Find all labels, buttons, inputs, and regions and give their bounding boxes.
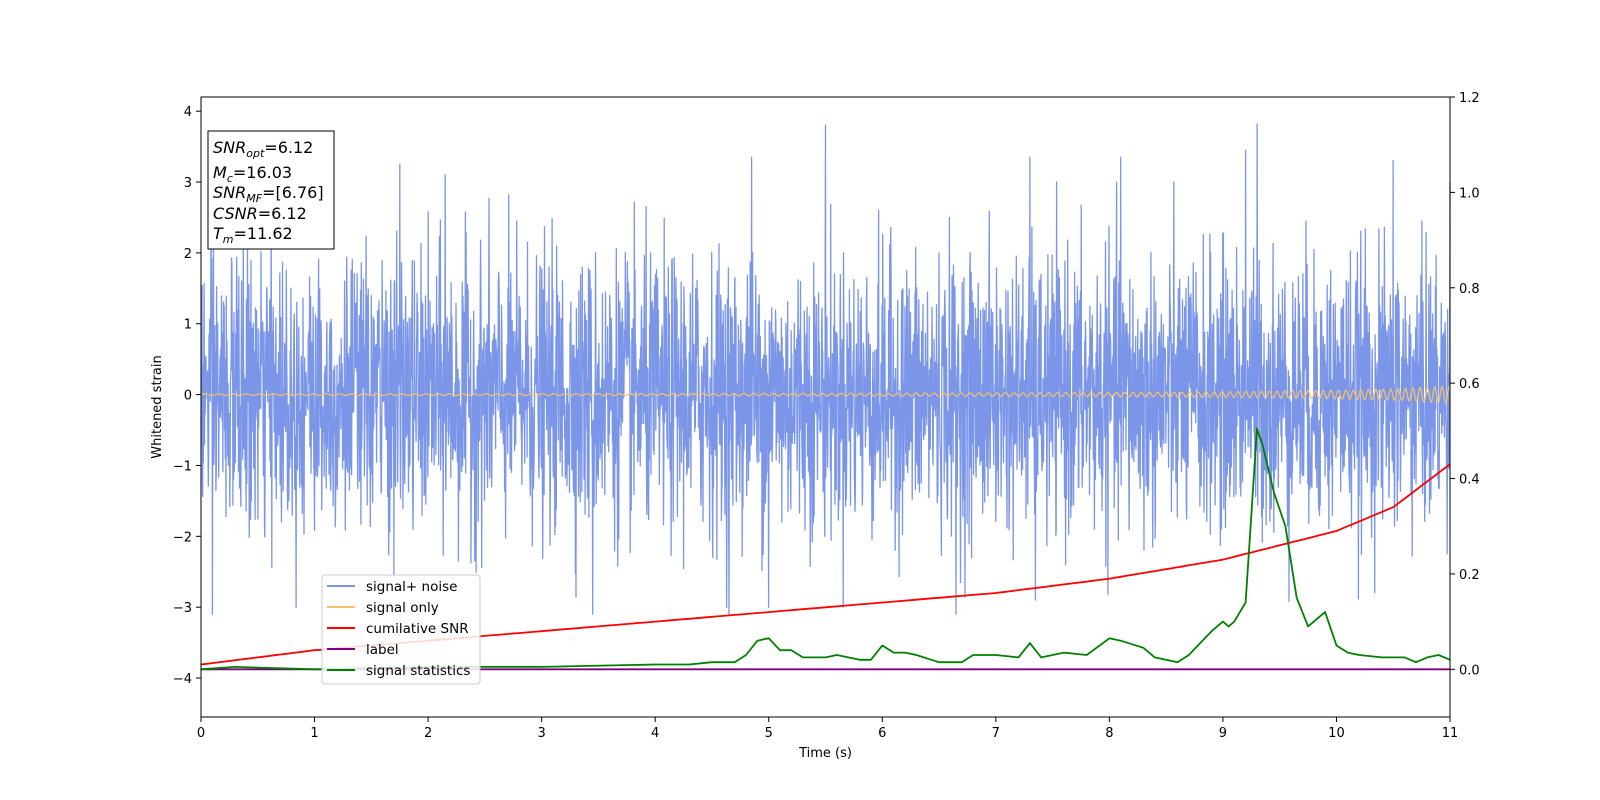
y-right-tick-label: 0.2	[1459, 568, 1480, 583]
x-axis-label: Time (s)	[798, 746, 852, 761]
legend-label-signal-statistics: signal statistics	[366, 663, 470, 679]
legend-label-signal-noise: signal+ noise	[366, 579, 457, 595]
legend-entry-label: label	[327, 642, 399, 658]
y-axis-label: Whitened strain	[150, 355, 165, 458]
series-signal-noise-line	[200, 123, 1451, 615]
annotation-frame	[207, 130, 335, 250]
x-tick-label: 5	[765, 726, 773, 741]
legend-label-cumulative-snr: cumilative SNR	[366, 621, 469, 637]
x-axis: 0 1 2 3 4 5 6 7 8 9 10 11	[197, 717, 1458, 741]
annotation-csnr: CSNR=6.12	[213, 204, 307, 223]
x-tick-label: 0	[197, 726, 205, 741]
y-left-tick-label: 4	[184, 105, 192, 120]
annotation-snr-mf: SNRMF=[6.76]	[213, 183, 324, 205]
legend-label-label: label	[366, 642, 399, 658]
legend-entry-signal-only: signal only	[327, 600, 439, 616]
x-tick-label: 9	[1219, 726, 1227, 741]
legend-entry-cumulative-snr: cumilative SNR	[327, 621, 469, 637]
y-right-tick-label: 0.0	[1459, 663, 1480, 678]
legend-label-signal-only: signal only	[366, 600, 439, 616]
legend-entry-signal-noise: signal+ noise	[327, 579, 457, 595]
x-tick-label: 3	[537, 726, 545, 741]
y-left-tick-label: 3	[184, 176, 192, 191]
x-tick-label: 7	[992, 726, 1000, 741]
y-right-tick-label: 0.6	[1459, 377, 1480, 392]
y-left-tick-label: −4	[173, 672, 192, 687]
x-tick-label: 2	[424, 726, 432, 741]
series-signal-only-line	[200, 385, 1451, 404]
y-left-tick-label: 1	[184, 318, 192, 333]
x-tick-label: 10	[1328, 726, 1345, 741]
x-tick-label: 6	[878, 726, 886, 741]
annotation-tm: Tm=11.62	[213, 224, 293, 246]
x-tick-label: 11	[1442, 726, 1459, 741]
y-right-tick-label: 1.2	[1459, 91, 1480, 106]
y-right-tick-label: 0.4	[1459, 473, 1480, 488]
annotation-box: SNRopt=6.12 Mc=16.03 SNRMF=[6.76] CSNR=6…	[207, 130, 335, 250]
y-left-tick-label: 2	[184, 247, 192, 262]
x-tick-label: 4	[651, 726, 659, 741]
x-tick-label: 1	[310, 726, 318, 741]
x-tick-label: 8	[1105, 726, 1113, 741]
legend-entry-signal-statistics: signal statistics	[327, 663, 470, 679]
legend: signal+ noise signal only cumilative SNR…	[321, 574, 481, 685]
y-axis-right: 1.2 1.0 0.8 0.6 0.4 0.2 0.0	[1450, 91, 1480, 678]
y-left-tick-label: 0	[184, 389, 192, 404]
y-right-tick-label: 1.0	[1459, 186, 1480, 201]
annotation-mc: Mc=16.03	[213, 163, 292, 185]
y-left-tick-label: −2	[173, 530, 192, 545]
y-left-tick-label: −1	[173, 459, 192, 474]
legend-frame	[321, 574, 481, 685]
plot-frame	[200, 96, 1451, 718]
annotation-snr-opt: SNRopt=6.12	[213, 138, 313, 160]
y-right-tick-label: 0.8	[1459, 282, 1480, 297]
y-axis-left: 4 3 2 1 0 −1 −2 −3 −4	[173, 105, 201, 687]
series-signal-statistics-line	[200, 427, 1451, 671]
y-left-tick-label: −3	[173, 601, 192, 616]
